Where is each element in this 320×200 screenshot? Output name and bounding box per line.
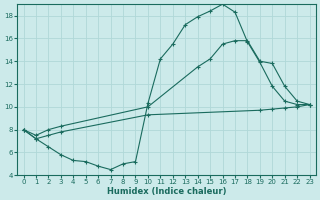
X-axis label: Humidex (Indice chaleur): Humidex (Indice chaleur) <box>107 187 226 196</box>
